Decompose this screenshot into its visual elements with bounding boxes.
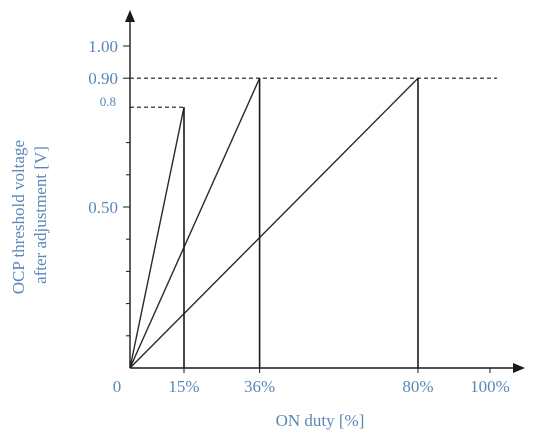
series-line-3 [129, 77, 419, 369]
x-axis-title: ON duty [%] [276, 411, 365, 430]
y-tick-label: 1.00 [88, 37, 118, 56]
x-axis-arrow-icon [513, 363, 525, 373]
x-tick-label: 15% [168, 377, 199, 396]
y-tick-label: 0.50 [88, 198, 118, 217]
drop-lines [183, 78, 419, 368]
y-axis-title: OCP threshold voltage after adjustment [… [9, 136, 50, 295]
dashed-guide-lines [130, 77, 497, 108]
axes [125, 10, 525, 373]
y-extra-tick-label: 0.8 [100, 94, 116, 109]
x-tick-label: 0 [113, 377, 122, 396]
x-tick-label: 36% [244, 377, 275, 396]
ticks [123, 45, 491, 373]
tick-labels: 0.50 0.90 1.00 0.8 0 15% 36% 80% 100% [88, 37, 510, 396]
x-tick-label: 80% [402, 377, 433, 396]
x-tick-label: 100% [470, 377, 510, 396]
y-tick-label: 0.90 [88, 69, 118, 88]
y-axis-title-line-2: after adjustment [V] [31, 146, 50, 284]
series-lines [129, 77, 419, 369]
y-axis-arrow-icon [125, 10, 135, 22]
y-axis-title-line-1: OCP threshold voltage [9, 140, 28, 294]
series-line-2 [129, 77, 261, 369]
series-line-1 [129, 107, 185, 369]
